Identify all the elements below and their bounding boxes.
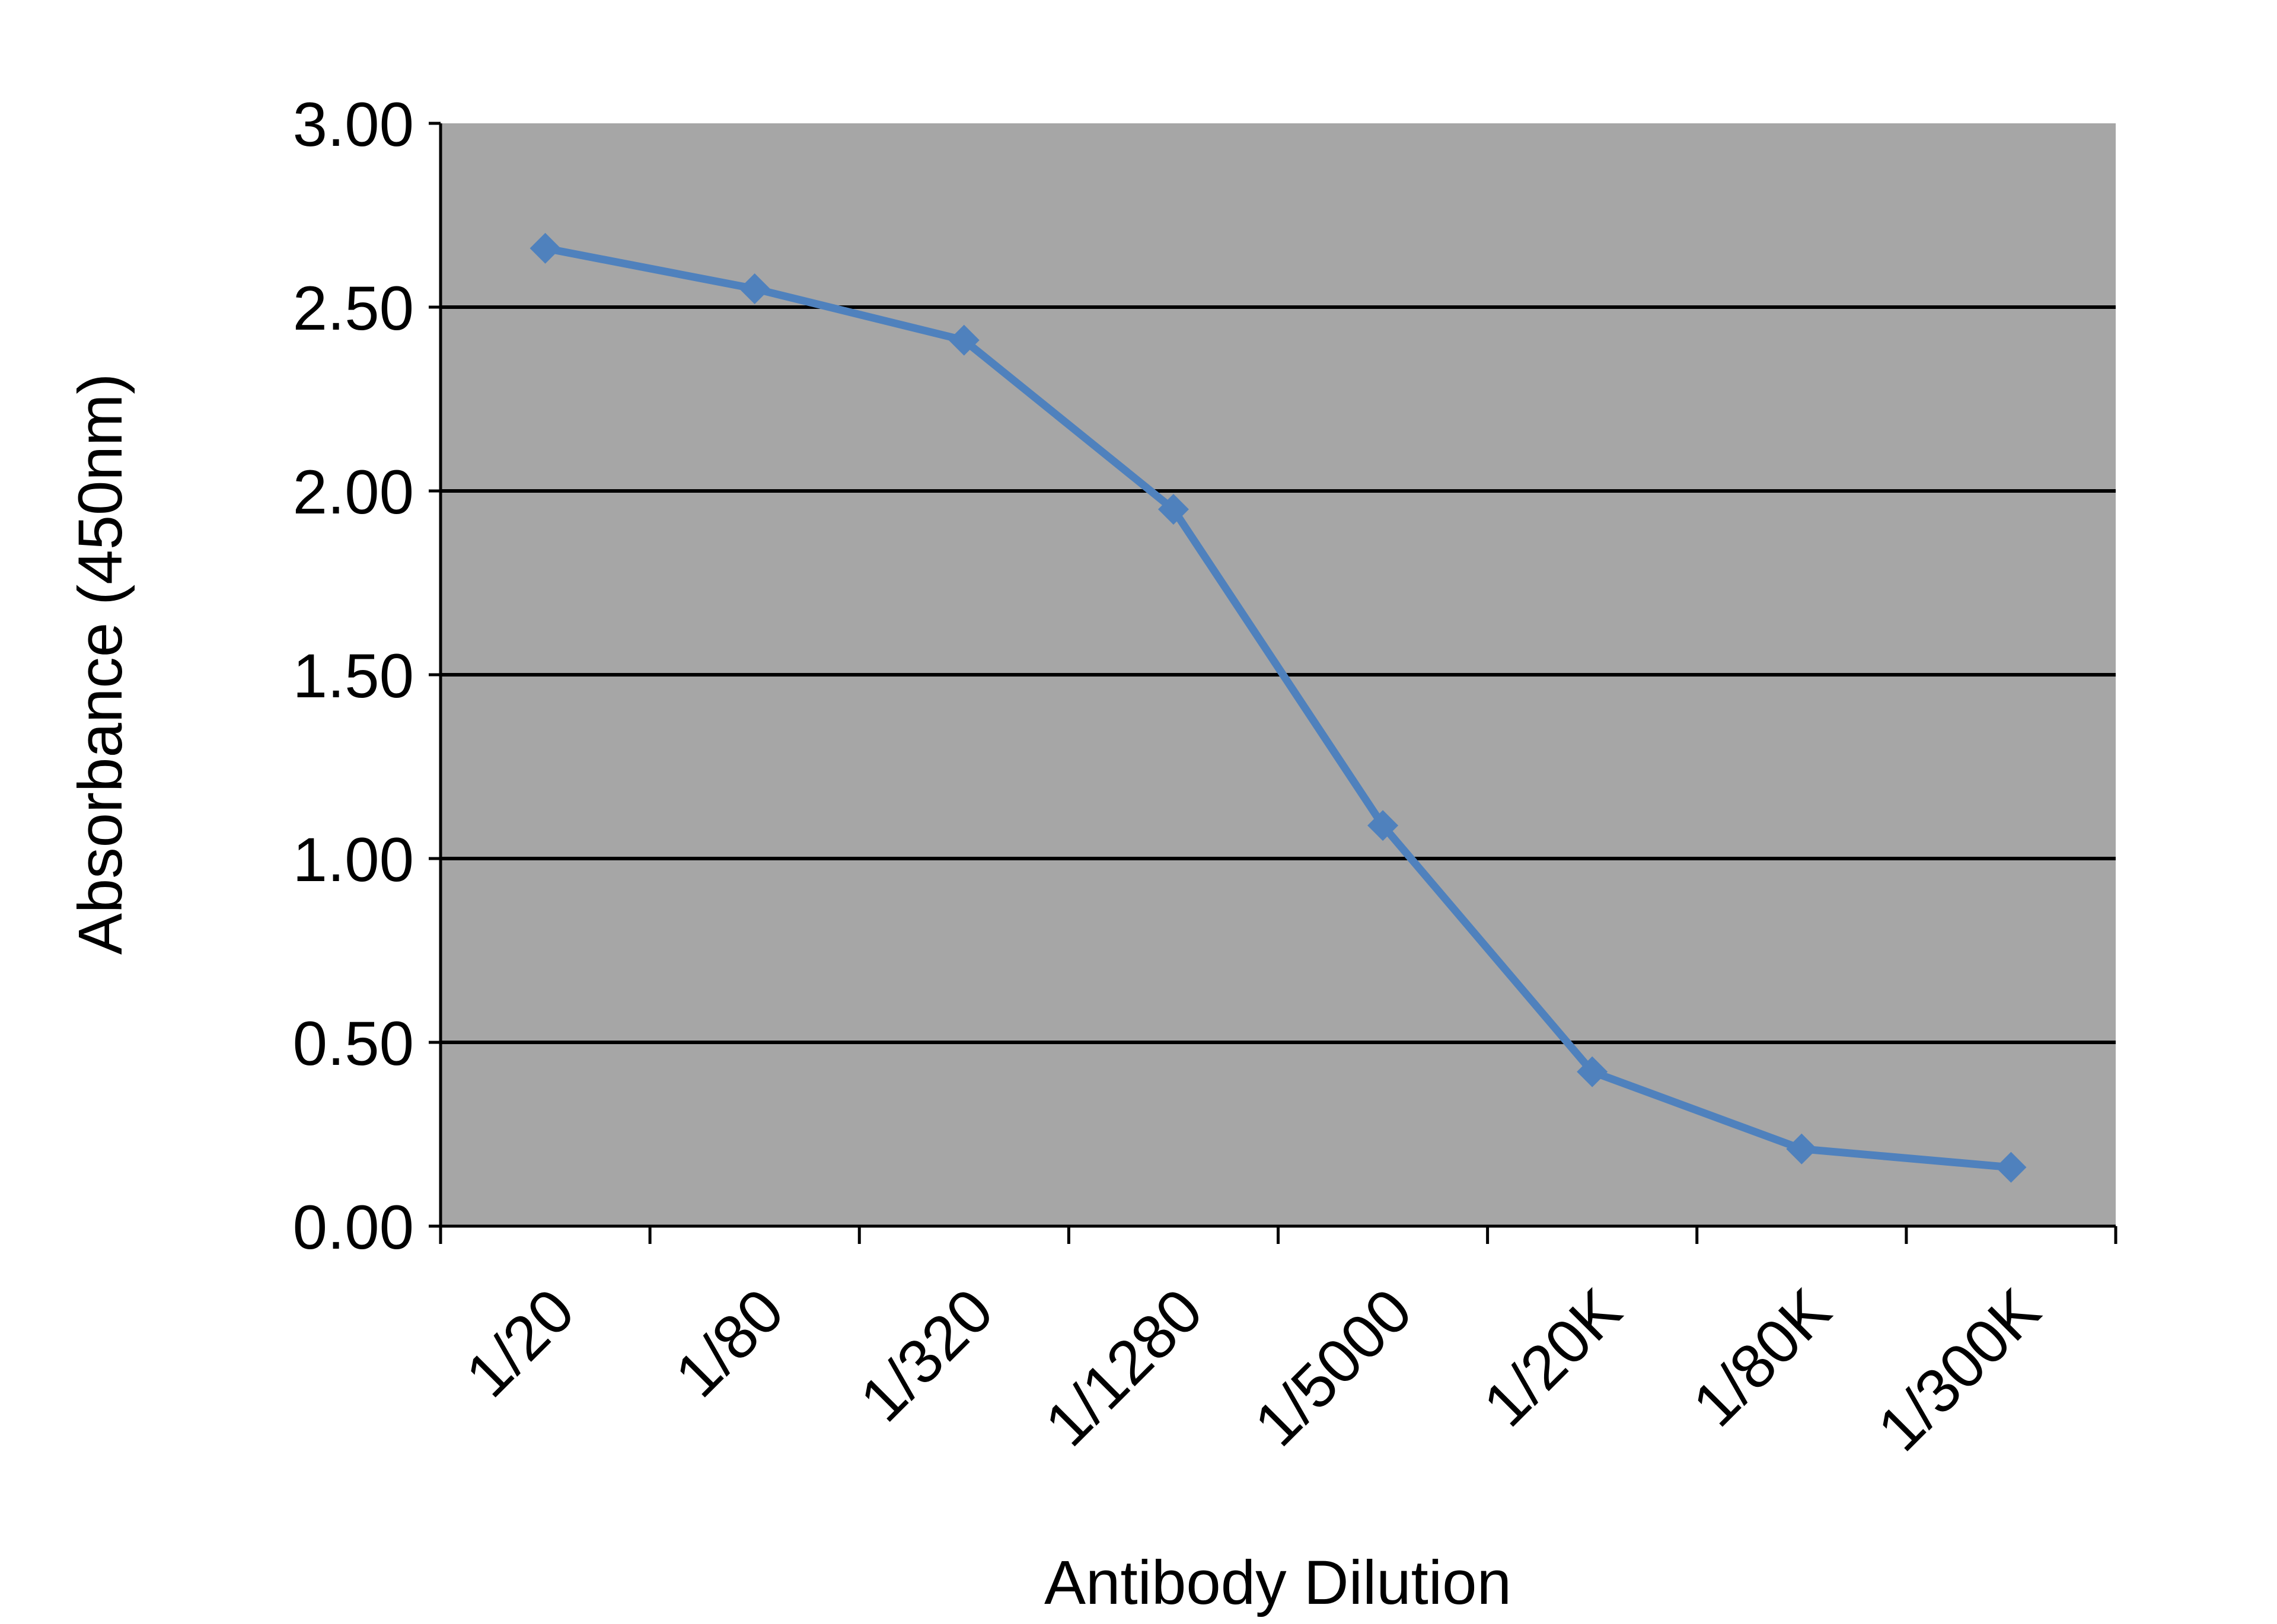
x-tick-label: 1/320 xyxy=(847,1276,1007,1435)
series xyxy=(530,232,2027,1183)
gridlines xyxy=(441,305,2116,1044)
y-tick-label: 2.00 xyxy=(293,458,414,527)
data-point xyxy=(739,273,770,304)
data-point xyxy=(1367,810,1399,841)
y-axis-label: Absorbance (450nm) xyxy=(66,374,135,955)
x-tick-label: 1/1280 xyxy=(1032,1276,1216,1460)
x-ticks: 1/20 1/80 1/320 1/1280 1/5000 1/20K 1/80K 1/300… xyxy=(439,1226,2117,1465)
data-point xyxy=(1577,1056,1608,1087)
x-tick-label: 1/20 xyxy=(453,1276,588,1411)
data-point xyxy=(1786,1133,1817,1164)
y-tick-label: 3.00 xyxy=(293,90,414,159)
y-tick-label: 2.50 xyxy=(293,274,414,343)
data-point xyxy=(1995,1151,2027,1183)
data-point xyxy=(530,232,561,264)
data-point xyxy=(948,324,980,356)
series-line xyxy=(541,244,2015,1172)
y-ticks: 0.00 0.50 1.00 1.50 2.00 2.50 3.00 xyxy=(293,90,441,1262)
y-tick-label: 1.00 xyxy=(293,825,414,895)
x-tick-label: 1/80 xyxy=(662,1276,797,1411)
x-tick-label: 1/300K xyxy=(1865,1276,2053,1465)
y-tick-label: 0.50 xyxy=(293,1009,414,1079)
y-tick-label: 0.00 xyxy=(293,1193,414,1262)
x-tick-label: 1/5000 xyxy=(1242,1276,1425,1460)
data-point xyxy=(1157,494,1189,525)
x-axis-label: Antibody Dilution xyxy=(1044,1548,1511,1617)
x-tick-label: 1/80K xyxy=(1680,1276,1844,1440)
y-tick-label: 1.50 xyxy=(293,642,414,711)
x-tick-label: 1/20K xyxy=(1471,1276,1635,1440)
